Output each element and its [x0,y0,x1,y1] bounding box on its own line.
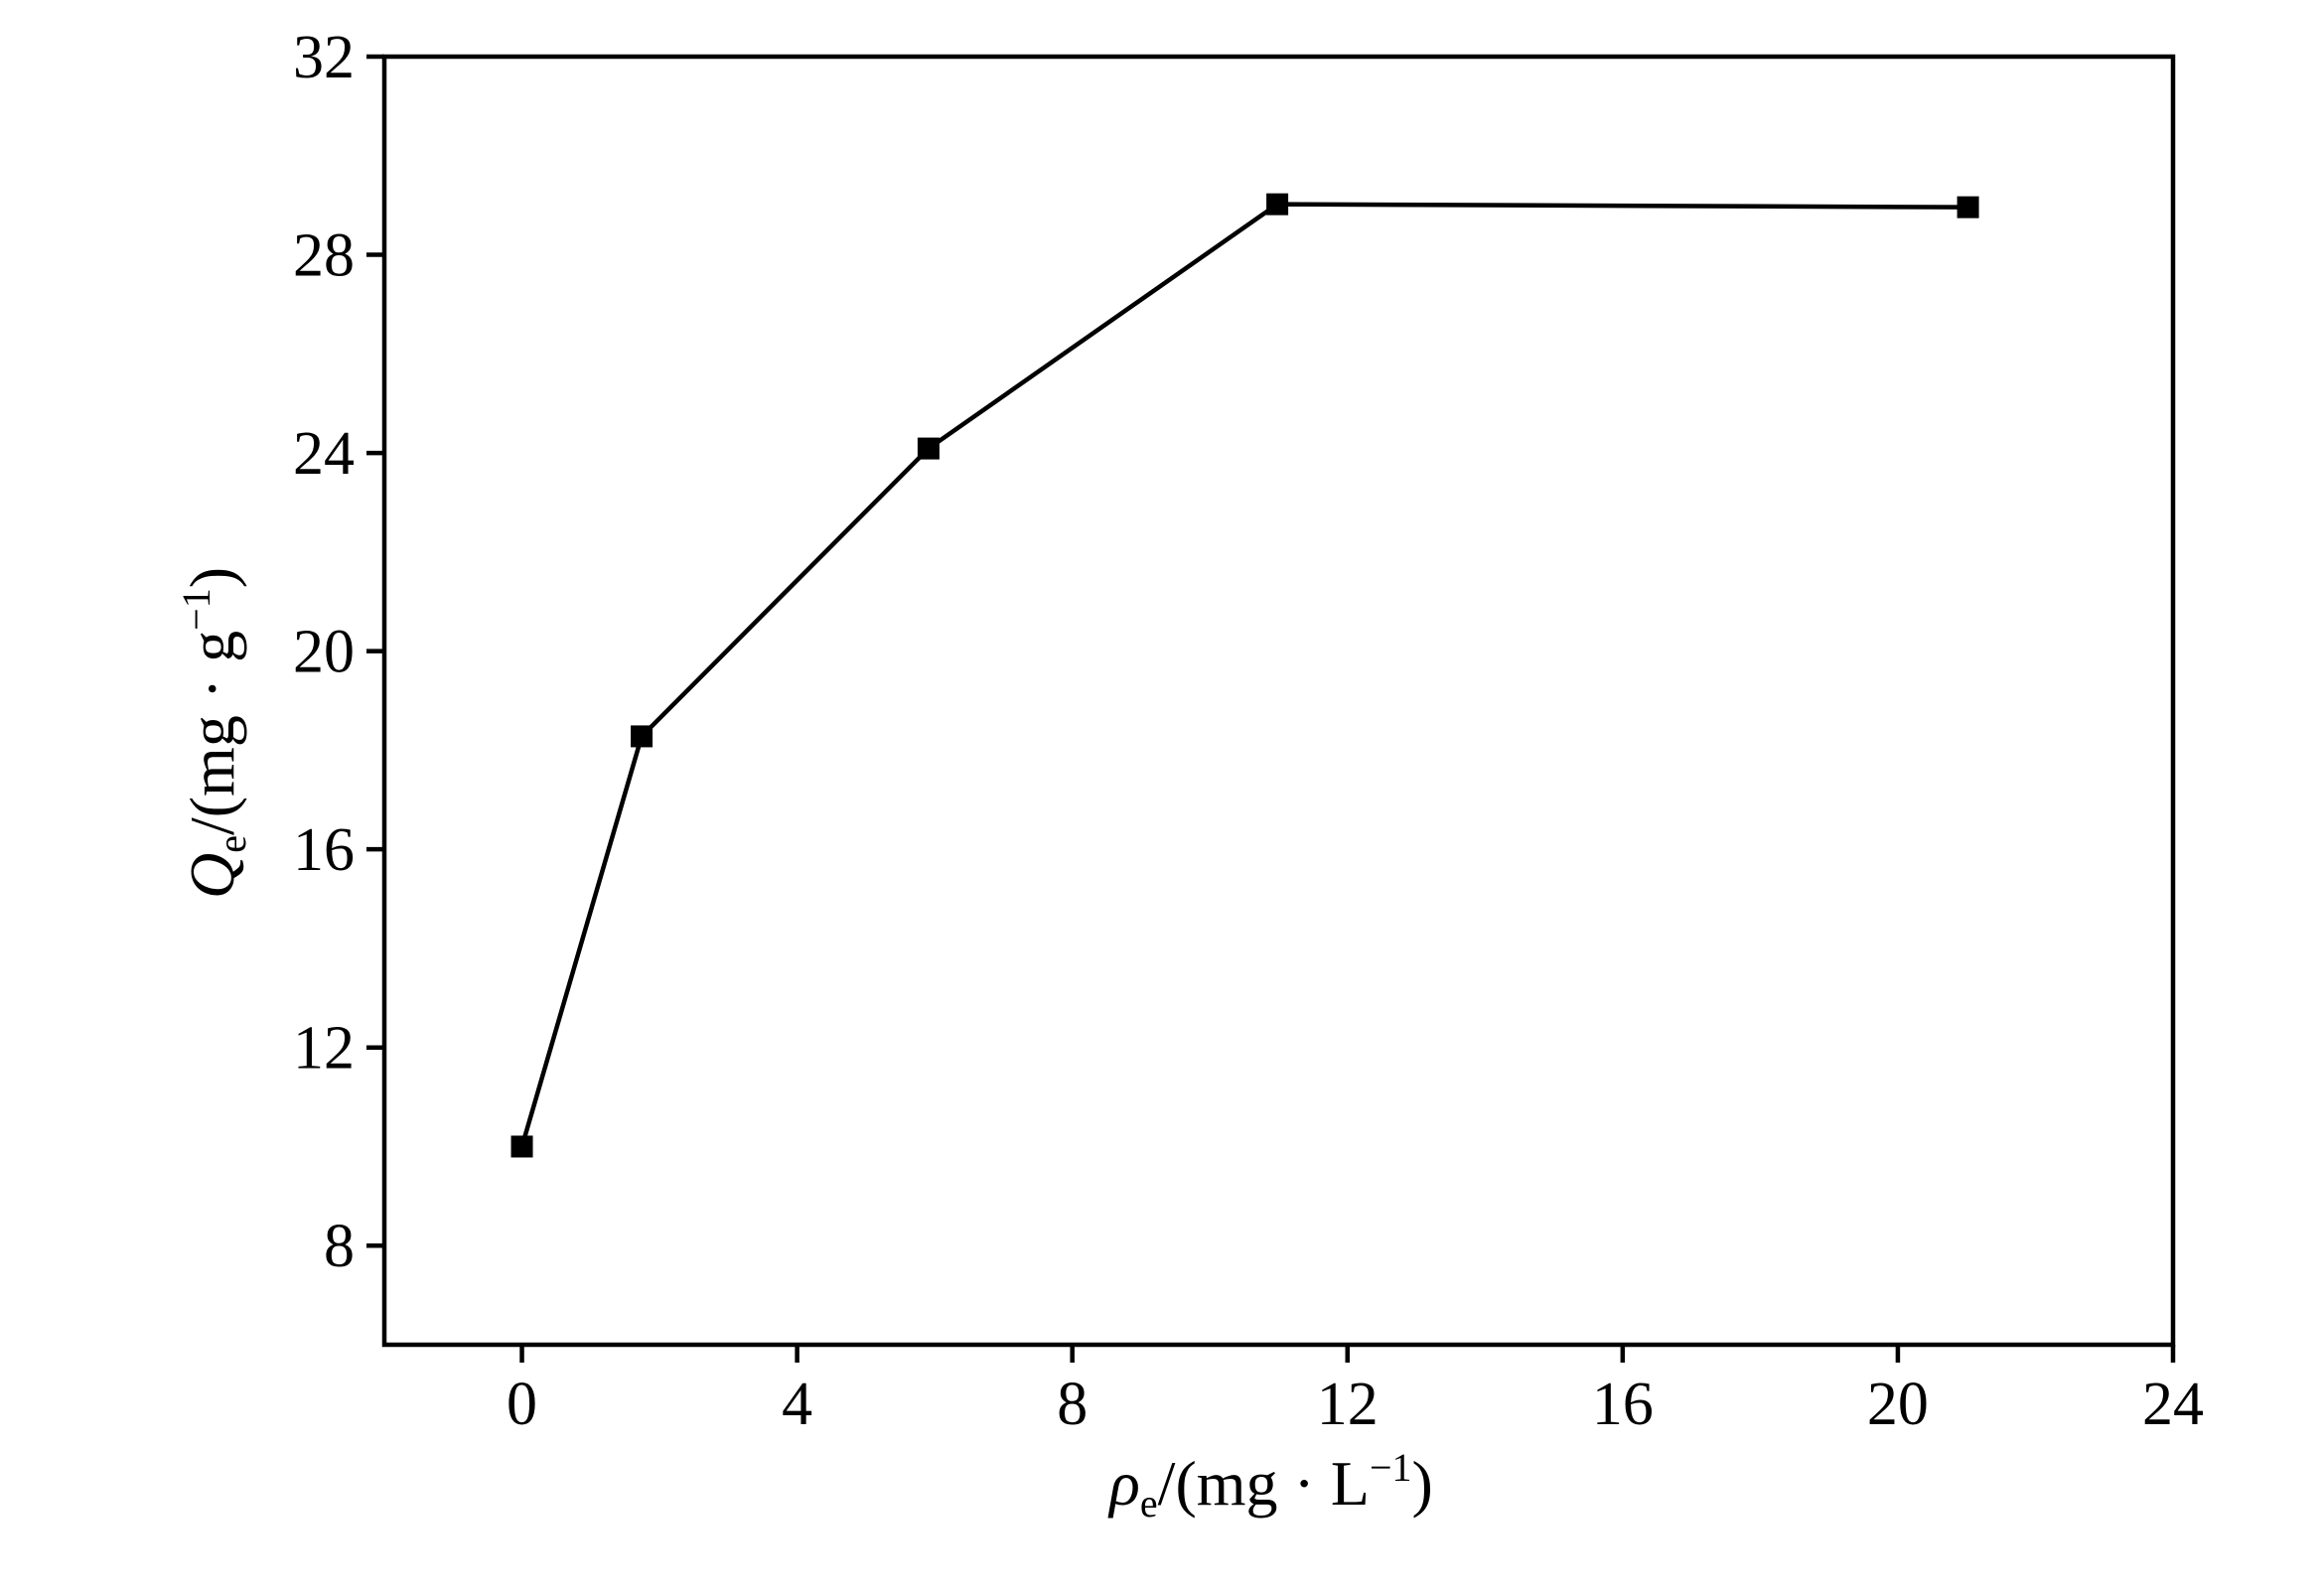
y-label-close: ) [177,567,247,588]
data-point [631,725,653,748]
x-tick-label: 0 [507,1371,537,1438]
y-label-symbol: Q [177,853,247,899]
y-tick-label: 8 [324,1213,355,1280]
y-label-unit: /(mg · g [177,631,247,835]
series-line [519,202,1968,1148]
x-tick-label: 16 [1592,1371,1654,1438]
x-label-close: ) [1412,1448,1433,1519]
x-label-symbol: ρ [1107,1448,1140,1519]
y-tick-label: 16 [293,816,355,884]
y-label-subscript: e [210,835,254,853]
x-label-unit: /(mg · L [1158,1448,1370,1519]
x-tick-label: 12 [1317,1371,1378,1438]
x-tick-label: 20 [1867,1371,1929,1438]
y-label-superscript: −1 [174,588,218,631]
plot-frame [381,54,2176,1348]
data-point [917,437,940,460]
data-point [510,1135,533,1158]
x-tick-label: 4 [782,1371,812,1438]
x-tick-label: 24 [2142,1371,2204,1438]
y-axis-label: Qe/(mg · g−1) [174,567,254,899]
y-tick-label: 32 [293,24,355,91]
y-tick-label: 24 [293,420,355,488]
x-axis-label: ρe/(mg · L−1) [1107,1445,1433,1525]
x-tick-label: 8 [1057,1371,1088,1438]
y-tick-label: 12 [293,1015,355,1083]
data-point [1266,193,1289,216]
x-label-subscript: e [1140,1481,1158,1525]
y-tick-label: 20 [293,619,355,686]
data-point [1957,196,1979,218]
x-label-superscript: −1 [1370,1445,1412,1490]
y-tick-label: 28 [293,222,355,290]
